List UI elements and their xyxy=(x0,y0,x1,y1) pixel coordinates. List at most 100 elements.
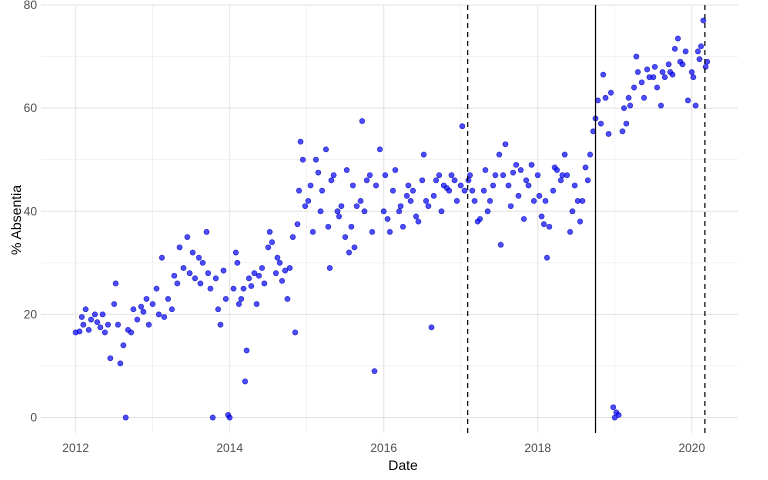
data-point xyxy=(451,177,458,184)
data-point xyxy=(351,244,358,251)
data-point xyxy=(319,187,326,194)
data-point xyxy=(410,187,416,194)
data-point xyxy=(242,378,248,385)
data-point xyxy=(386,228,393,235)
data-point xyxy=(407,198,414,204)
data-point xyxy=(176,244,183,251)
data-point xyxy=(251,270,258,277)
data-point xyxy=(323,146,329,153)
data-point xyxy=(363,177,370,184)
data-point xyxy=(661,74,668,81)
data-point xyxy=(490,182,496,189)
data-point xyxy=(582,164,589,171)
data-point xyxy=(665,61,672,68)
data-point xyxy=(550,187,557,194)
data-point xyxy=(425,203,432,210)
data-point xyxy=(276,259,283,266)
data-point xyxy=(97,324,104,331)
data-point xyxy=(317,208,324,215)
x-tick-labels: 2012 2014 2016 2018 2020 xyxy=(62,441,705,455)
data-point xyxy=(569,208,576,215)
data-point xyxy=(297,138,304,145)
data-point xyxy=(515,192,522,199)
data-point xyxy=(641,94,647,101)
data-point xyxy=(259,265,265,271)
x-tick-label: 2012 xyxy=(62,441,89,455)
data-point xyxy=(313,156,319,163)
y-tick-labels: 0 20 40 60 80 xyxy=(24,0,38,425)
data-point xyxy=(446,187,453,194)
data-point xyxy=(361,208,368,215)
data-point xyxy=(507,203,514,210)
data-point xyxy=(369,228,376,235)
data-point xyxy=(390,187,396,194)
data-point xyxy=(403,192,410,199)
y-axis-title: % Absentia xyxy=(8,185,24,255)
data-point xyxy=(326,265,333,271)
data-point xyxy=(453,198,460,204)
data-point xyxy=(579,198,586,204)
data-point xyxy=(528,161,535,168)
data-point xyxy=(384,216,391,222)
data-point xyxy=(688,69,695,75)
data-point xyxy=(155,311,162,318)
data-point xyxy=(520,216,527,222)
data-point xyxy=(248,283,255,289)
data-point xyxy=(492,172,499,179)
data-point xyxy=(487,198,493,204)
x-tick-label: 2014 xyxy=(216,441,243,455)
data-point xyxy=(88,316,94,323)
data-point xyxy=(115,321,121,328)
grid-minor xyxy=(41,5,738,433)
data-point xyxy=(430,192,437,199)
data-point xyxy=(226,414,233,421)
data-point xyxy=(371,368,378,375)
data-point xyxy=(279,277,285,284)
data-point xyxy=(602,94,609,101)
data-point xyxy=(207,285,214,292)
data-point xyxy=(105,321,111,328)
data-point xyxy=(334,208,341,215)
y-tick-label: 20 xyxy=(24,307,38,321)
data-point xyxy=(536,192,543,199)
data-point xyxy=(457,182,464,189)
data-point xyxy=(205,270,212,277)
data-point xyxy=(346,249,352,256)
data-point xyxy=(561,151,568,158)
data-point xyxy=(76,328,83,335)
data-point xyxy=(517,167,524,173)
data-point xyxy=(350,182,356,189)
data-point xyxy=(240,285,247,292)
data-point xyxy=(396,208,403,215)
data-point xyxy=(192,275,198,282)
data-point xyxy=(650,74,657,81)
x-tick-label: 2018 xyxy=(524,441,551,455)
reference-lines xyxy=(467,5,706,433)
data-point xyxy=(538,213,545,220)
data-point xyxy=(654,84,661,91)
data-point xyxy=(161,314,168,320)
data-point xyxy=(184,234,191,240)
data-point xyxy=(111,301,118,307)
data-point xyxy=(85,326,92,333)
data-point xyxy=(217,321,224,328)
data-point xyxy=(484,208,491,215)
data-point xyxy=(685,97,691,104)
data-point xyxy=(619,128,626,135)
data-point xyxy=(294,221,301,228)
data-point xyxy=(134,316,141,323)
data-point xyxy=(212,275,219,282)
data-point xyxy=(307,182,314,189)
data-point xyxy=(436,172,443,179)
data-point xyxy=(615,412,622,418)
data-point xyxy=(180,265,187,271)
data-point xyxy=(209,414,216,421)
data-point xyxy=(309,228,316,235)
data-point xyxy=(80,321,87,328)
data-point xyxy=(471,198,478,204)
data-point xyxy=(564,172,570,179)
data-point xyxy=(392,167,399,173)
data-point xyxy=(274,254,281,261)
data-point xyxy=(143,296,150,302)
data-point xyxy=(682,48,689,55)
